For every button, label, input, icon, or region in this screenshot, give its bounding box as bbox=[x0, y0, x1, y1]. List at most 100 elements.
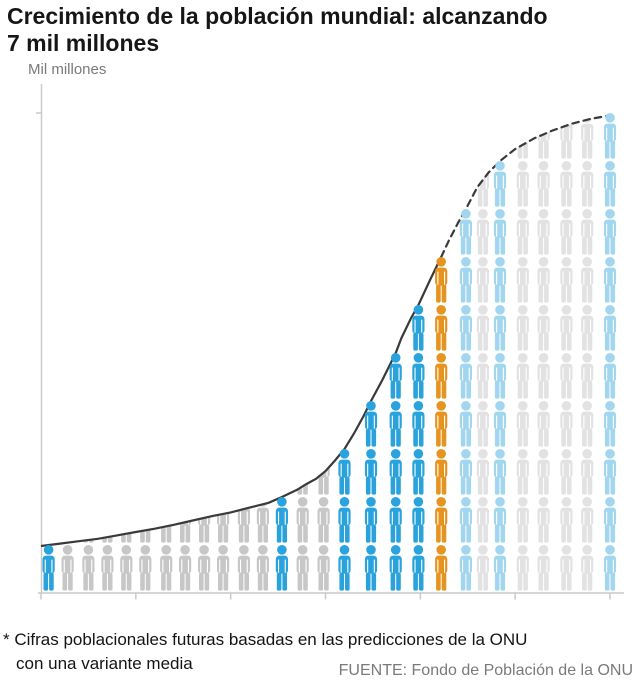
person-icon bbox=[389, 545, 402, 591]
person-icon bbox=[139, 545, 152, 591]
axes bbox=[36, 84, 624, 600]
person-icon bbox=[537, 545, 550, 591]
person-icon bbox=[160, 545, 173, 591]
person-icon bbox=[317, 545, 330, 591]
person-icon bbox=[237, 545, 250, 591]
person-icon bbox=[459, 209, 472, 255]
person-icon bbox=[560, 401, 573, 447]
person-icon bbox=[516, 545, 529, 591]
person-icon bbox=[493, 209, 507, 255]
person-icon bbox=[516, 353, 529, 399]
person-icon bbox=[516, 161, 529, 207]
person-icon bbox=[435, 257, 448, 303]
person-icon bbox=[581, 161, 594, 207]
person-icon bbox=[120, 497, 133, 543]
person-icon bbox=[412, 305, 425, 351]
pictogram-column-1974 bbox=[364, 401, 378, 591]
person-icon bbox=[537, 209, 550, 255]
person-icon bbox=[82, 545, 95, 591]
pictogram-column-1845 bbox=[120, 497, 133, 591]
person-icon bbox=[120, 545, 133, 591]
person-icon bbox=[275, 497, 288, 543]
person-icon bbox=[459, 401, 472, 447]
person-icon bbox=[516, 305, 529, 351]
person-icon bbox=[412, 497, 425, 543]
person-icon bbox=[101, 545, 114, 591]
title-line-1: Crecimiento de la población mundial: alc… bbox=[7, 3, 548, 29]
person-icon bbox=[435, 353, 448, 399]
person-icon bbox=[179, 545, 192, 591]
person-icon bbox=[275, 545, 288, 591]
person-icon bbox=[493, 401, 507, 447]
pictogram-column-1949 bbox=[317, 449, 330, 591]
person-icon bbox=[389, 497, 402, 543]
person-icon bbox=[560, 545, 573, 591]
pictogram-column-1825 bbox=[82, 497, 95, 591]
y-axis-unit-label: Mil millones bbox=[28, 61, 107, 78]
person-icon bbox=[459, 449, 472, 495]
person-icon bbox=[493, 305, 507, 351]
filler-people-layer bbox=[61, 115, 594, 591]
person-icon bbox=[338, 497, 351, 543]
person-icon bbox=[581, 449, 594, 495]
person-icon bbox=[412, 449, 425, 495]
pictogram-column-1886 bbox=[198, 497, 211, 591]
curve-solid-history bbox=[40, 256, 443, 548]
person-icon bbox=[476, 401, 489, 447]
person-icon bbox=[537, 401, 550, 447]
person-icon bbox=[516, 449, 529, 495]
footnote: * Cifras poblacionales futuras basadas e… bbox=[3, 628, 527, 676]
person-icon bbox=[603, 497, 617, 543]
person-icon bbox=[237, 497, 250, 543]
pictogram-column-2024 bbox=[459, 209, 472, 591]
footnote-line-1: * Cifras poblacionales futuras basadas e… bbox=[3, 630, 528, 649]
person-icon bbox=[364, 401, 378, 447]
person-icon bbox=[581, 545, 594, 591]
person-icon bbox=[476, 257, 489, 303]
person-icon bbox=[603, 161, 617, 207]
person-icon bbox=[493, 497, 507, 543]
person-icon bbox=[435, 497, 448, 543]
person-icon bbox=[581, 401, 594, 447]
person-icon bbox=[198, 545, 211, 591]
pictogram-column-1938 bbox=[296, 449, 309, 591]
person-icon bbox=[581, 497, 594, 543]
person-icon bbox=[603, 113, 617, 159]
person-icon bbox=[217, 545, 230, 591]
person-icon bbox=[537, 305, 550, 351]
person-icon bbox=[581, 353, 594, 399]
person-icon bbox=[581, 305, 594, 351]
pictogram-column-1876 bbox=[179, 497, 192, 591]
person-icon bbox=[338, 545, 351, 591]
person-icon bbox=[389, 449, 402, 495]
person-icon bbox=[412, 545, 425, 591]
person-icon bbox=[560, 209, 573, 255]
person-icon bbox=[256, 545, 269, 591]
person-icon bbox=[389, 353, 402, 399]
pictogram-column-1987 bbox=[389, 353, 402, 591]
person-icon bbox=[603, 209, 617, 255]
person-icon bbox=[459, 353, 472, 399]
person-icon bbox=[603, 401, 617, 447]
person-icon bbox=[560, 161, 573, 207]
person-icon bbox=[560, 305, 573, 351]
pictogram-column-2033 bbox=[476, 161, 489, 591]
pictogram-column-1960 bbox=[338, 449, 351, 591]
person-icon bbox=[493, 449, 507, 495]
person-icon bbox=[516, 115, 529, 159]
source-credit: FUENTE: Fondo de Población de la ONU bbox=[338, 662, 633, 679]
person-icon bbox=[317, 497, 330, 543]
pictogram-column-1804 bbox=[42, 545, 55, 591]
person-icon bbox=[435, 449, 448, 495]
person-icon bbox=[581, 257, 594, 303]
pictogram-column-2042 bbox=[493, 161, 507, 591]
person-icon bbox=[296, 497, 309, 543]
pictogram-column-1927 bbox=[275, 497, 288, 591]
person-icon bbox=[537, 497, 550, 543]
person-icon bbox=[560, 353, 573, 399]
pictogram-column-1999 bbox=[412, 305, 425, 591]
footnote-line-2: con una variante media bbox=[16, 654, 193, 673]
pictogram-column-1866 bbox=[160, 497, 173, 591]
person-icon bbox=[476, 449, 489, 495]
